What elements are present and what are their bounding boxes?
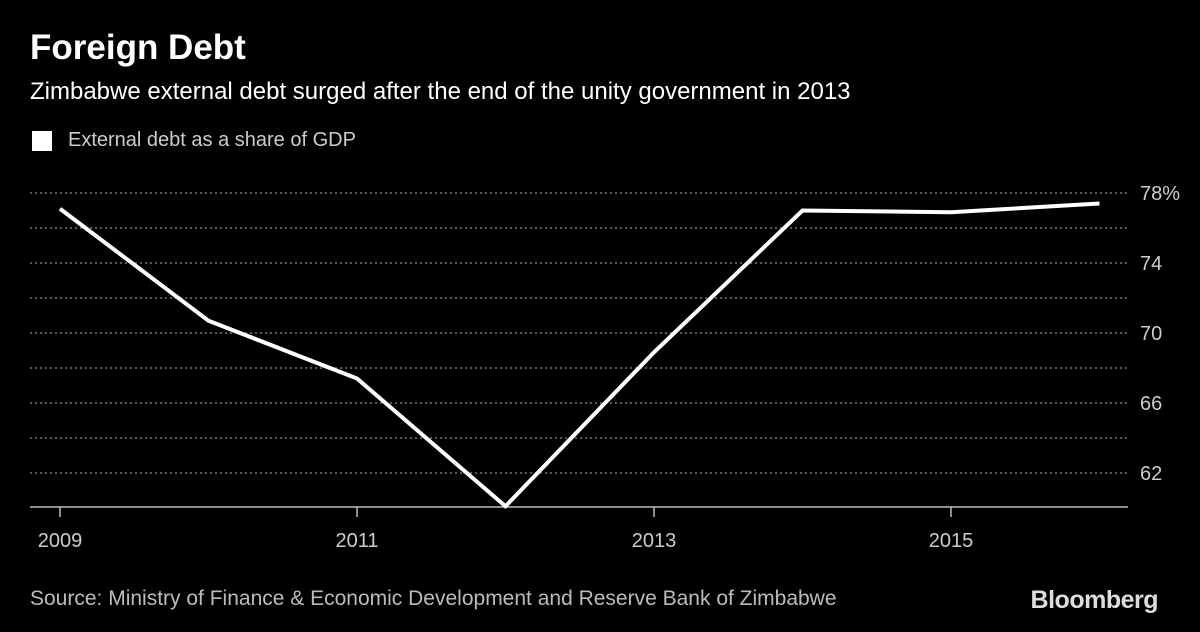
y-tick-label: 78% bbox=[1140, 183, 1180, 205]
legend-swatch bbox=[32, 130, 52, 151]
y-tick-label: 74 bbox=[1140, 253, 1162, 275]
chart-subtitle: Zimbabwe external debt surged after the … bbox=[30, 78, 851, 105]
legend: External debt as a share of GDP bbox=[32, 129, 356, 152]
legend-label: External debt as a share of GDP bbox=[68, 129, 356, 151]
y-tick-label: 62 bbox=[1140, 463, 1162, 485]
series-line bbox=[58, 201, 1100, 509]
chart-title: Foreign Debt bbox=[30, 28, 246, 67]
source-note: Source: Ministry of Finance & Economic D… bbox=[30, 587, 837, 610]
x-tick-label: 2009 bbox=[38, 530, 83, 552]
y-tick-label: 70 bbox=[1140, 323, 1162, 345]
y-tick-label: 66 bbox=[1140, 393, 1162, 415]
x-tick-label: 2015 bbox=[929, 530, 974, 552]
bloomberg-logo: Bloomberg bbox=[1030, 586, 1159, 614]
x-tick-label: 2013 bbox=[632, 530, 677, 552]
x-tick-label: 2011 bbox=[335, 530, 378, 552]
